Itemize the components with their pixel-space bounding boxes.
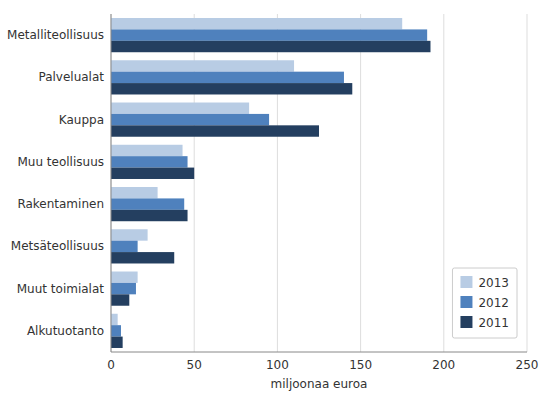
category-label: Kauppa	[59, 113, 104, 127]
category-label: Muu teollisuus	[17, 155, 104, 169]
bar	[111, 325, 121, 336]
bar	[111, 156, 188, 167]
category-label: Muut toimialat	[17, 282, 105, 296]
bar	[111, 198, 184, 209]
grid	[111, 14, 527, 352]
tick-label: 50	[187, 358, 202, 372]
bar	[111, 294, 129, 305]
bar	[111, 272, 138, 283]
legend-box	[452, 268, 517, 338]
legend-label: 2011	[478, 316, 509, 330]
bar	[111, 187, 158, 198]
grid-line	[111, 14, 112, 352]
axis-line	[111, 14, 112, 352]
tick-label: 150	[349, 358, 372, 372]
bar	[111, 210, 188, 221]
axis-line	[111, 352, 527, 353]
bar	[111, 241, 138, 252]
legend-label: 2012	[478, 296, 509, 310]
bar	[111, 72, 344, 83]
tick-label: 250	[516, 358, 539, 372]
tick-label: 100	[266, 358, 289, 372]
bar	[111, 252, 174, 263]
grid-line	[527, 14, 528, 352]
bar	[111, 103, 249, 114]
legend-swatch	[460, 276, 472, 288]
bar	[111, 145, 183, 156]
category-label: Metalliteollisuus	[7, 28, 104, 42]
category-label: Alkutuotanto	[27, 324, 104, 338]
bar	[111, 168, 194, 179]
axes: 0 50 100 150 200 250 Metalliteollisuus Palvelua…	[7, 14, 538, 391]
bars	[111, 18, 430, 348]
legend: 2013 2012 2011	[452, 268, 517, 338]
legend-swatch	[460, 296, 472, 308]
category-label: Rakentaminen	[17, 197, 104, 211]
bar	[111, 314, 118, 325]
legend-label: 2013	[478, 276, 509, 290]
bar	[111, 83, 352, 94]
bar	[111, 41, 430, 52]
legend-swatch	[460, 316, 472, 328]
chart: 0 50 100 150 200 250 Metalliteollisuus Palvelua…	[0, 0, 549, 398]
bar	[111, 283, 136, 294]
bar	[111, 229, 148, 240]
bar	[111, 337, 123, 348]
tick-label: 200	[432, 358, 455, 372]
bar	[111, 114, 269, 125]
background	[0, 0, 549, 398]
bar	[111, 29, 427, 40]
category-label: Metsäteollisuus	[11, 239, 104, 253]
tick-label: 0	[107, 358, 115, 372]
category-label: Palvelualat	[38, 70, 104, 84]
grid-line	[443, 14, 444, 352]
bar	[111, 60, 294, 71]
bar	[111, 18, 402, 29]
axis-label: miljoonaa euroa	[271, 377, 368, 391]
grid-line	[360, 14, 361, 352]
bar	[111, 125, 319, 136]
